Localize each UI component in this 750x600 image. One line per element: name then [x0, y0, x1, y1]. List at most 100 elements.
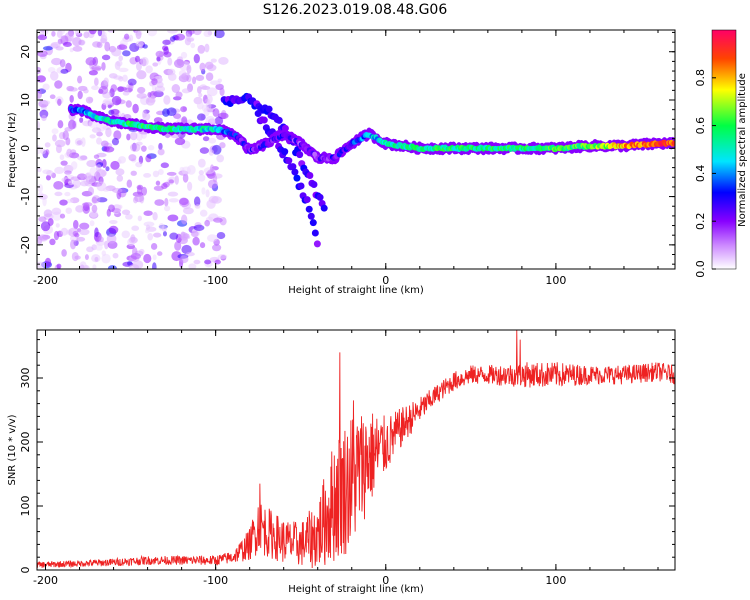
- noise-blob: [118, 55, 124, 62]
- noise-blob: [112, 187, 123, 194]
- noise-blob: [204, 259, 212, 265]
- noise-blob: [111, 95, 122, 106]
- noise-blob: [166, 107, 177, 116]
- noise-blob: [60, 227, 69, 236]
- noise-blob: [162, 231, 167, 237]
- noise-blob: [123, 33, 130, 40]
- y-tick-label: 300: [19, 368, 32, 389]
- noise-blob: [194, 204, 201, 210]
- ridge-cell: [671, 140, 675, 146]
- noise-blob: [43, 209, 53, 218]
- noise-blob: [49, 94, 56, 100]
- noise-blob: [78, 228, 90, 236]
- noise-blob: [134, 194, 144, 203]
- x-tick-label: -200: [33, 574, 58, 587]
- snr-frame: [36, 329, 676, 571]
- noise-blob: [116, 174, 124, 182]
- noise-blob: [152, 170, 160, 178]
- noise-blob: [212, 244, 222, 252]
- noise-blob: [186, 64, 192, 74]
- noise-blob: [190, 42, 196, 49]
- noise-blob: [65, 198, 74, 204]
- noise-blob: [96, 164, 102, 172]
- noise-blob: [96, 137, 103, 145]
- noise-blob: [161, 183, 168, 190]
- branch-blob: [303, 196, 311, 204]
- spectrogram-frame: [36, 29, 676, 270]
- noise-blob: [84, 172, 92, 179]
- noise-blob: [88, 70, 98, 76]
- noise-blob: [163, 205, 171, 212]
- branch-blob: [285, 157, 293, 165]
- noise-blob: [193, 53, 200, 64]
- noise-blob: [59, 59, 66, 68]
- colorbar-tick-label: 0.8: [694, 69, 707, 87]
- colorbar-tick-label: 0.6: [694, 117, 707, 135]
- noise-blob: [175, 91, 183, 99]
- noise-blob: [211, 144, 222, 155]
- noise-blob: [92, 56, 99, 67]
- noise-blob: [132, 103, 139, 114]
- noise-blob: [37, 89, 43, 99]
- noise-blob: [128, 154, 137, 162]
- noise-blob: [171, 251, 182, 262]
- noise-blob: [37, 184, 44, 193]
- noise-blob: [104, 41, 111, 52]
- noise-blob: [55, 223, 60, 228]
- noise-blob: [206, 64, 217, 72]
- noise-blob: [88, 30, 97, 35]
- noise-blob: [152, 262, 157, 269]
- noise-blob: [152, 62, 159, 67]
- noise-blob: [182, 173, 189, 183]
- y-tick-label: -10: [19, 188, 32, 206]
- noise-blob: [39, 193, 48, 200]
- noise-blob: [89, 220, 95, 227]
- noise-blob: [37, 145, 42, 155]
- noise-blob: [106, 208, 111, 217]
- noise-blob: [205, 72, 214, 82]
- noise-blob: [145, 224, 151, 230]
- noise-blob: [131, 225, 140, 231]
- noise-blob: [195, 74, 205, 82]
- noise-blob: [54, 191, 63, 197]
- noise-blob: [111, 48, 122, 57]
- noise-blob: [72, 230, 79, 237]
- snr-x-ticks: -200 -100 0 100: [33, 330, 659, 587]
- spectrogram-x-ticks: -200 -100 0 100: [33, 30, 659, 287]
- noise-blob: [122, 87, 133, 93]
- noise-blob: [122, 74, 128, 82]
- noise-blob: [156, 56, 161, 62]
- noise-blob: [193, 30, 202, 36]
- noise-blob: [118, 67, 129, 73]
- noise-blob: [77, 155, 88, 161]
- noise-blob: [66, 148, 73, 158]
- noise-blob: [162, 39, 171, 46]
- snr-y-ticks: 0 100 200 300: [19, 339, 675, 574]
- noise-blob: [180, 51, 188, 59]
- noise-blob: [174, 241, 182, 251]
- noise-blob: [197, 174, 206, 182]
- noise-blob: [198, 92, 203, 98]
- branch-blob: [305, 205, 313, 213]
- noise-blob: [55, 46, 64, 51]
- noise-blob: [110, 160, 120, 170]
- noise-blob: [91, 204, 98, 213]
- noise-blob: [51, 30, 56, 37]
- noise-blob: [136, 70, 147, 80]
- noise-blob: [167, 30, 178, 34]
- noise-blob: [91, 127, 102, 134]
- noise-blob: [163, 95, 171, 105]
- noise-blob: [47, 218, 54, 226]
- noise-blob: [45, 149, 50, 156]
- noise-blob: [214, 116, 224, 126]
- noise-blob: [154, 85, 166, 93]
- colorbar-tick-label: 0.4: [694, 165, 707, 183]
- x-tick-label: -200: [33, 274, 58, 287]
- branch-blob: [311, 229, 319, 237]
- noise-blob: [110, 84, 118, 93]
- noise-blob: [108, 225, 119, 234]
- noise-blob: [37, 234, 49, 241]
- noise-blob: [40, 148, 47, 155]
- noise-blob: [42, 83, 50, 91]
